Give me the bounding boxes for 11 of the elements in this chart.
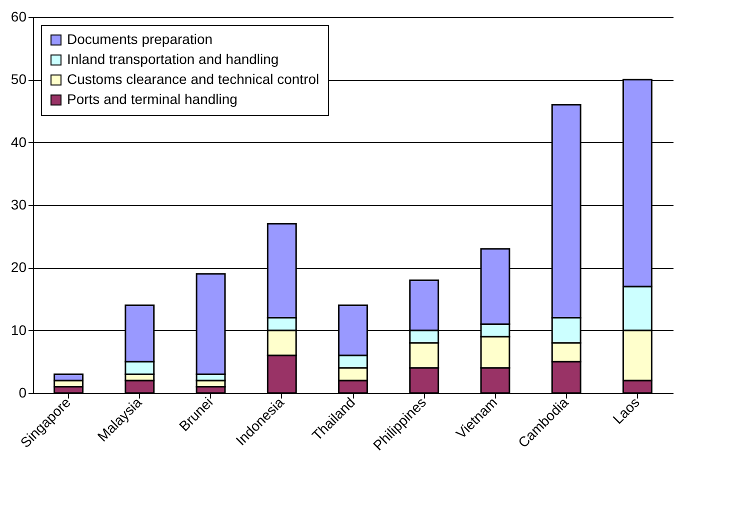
legend-label: Ports and terminal handling	[67, 91, 238, 107]
y-tick-label: 30	[10, 196, 27, 212]
legend-label: Inland transportation and handling	[67, 51, 279, 67]
legend-label: Documents preparation	[67, 31, 213, 47]
legend-label: Customs clearance and technical control	[67, 71, 320, 87]
y-tick-label: 0	[18, 384, 27, 400]
y-tick-label: 60	[10, 8, 27, 24]
y-tick-label: 10	[10, 322, 27, 338]
y-tick-label: 50	[10, 71, 27, 88]
y-tick-label: 40	[10, 134, 27, 150]
y-tick-label: 20	[10, 259, 27, 276]
